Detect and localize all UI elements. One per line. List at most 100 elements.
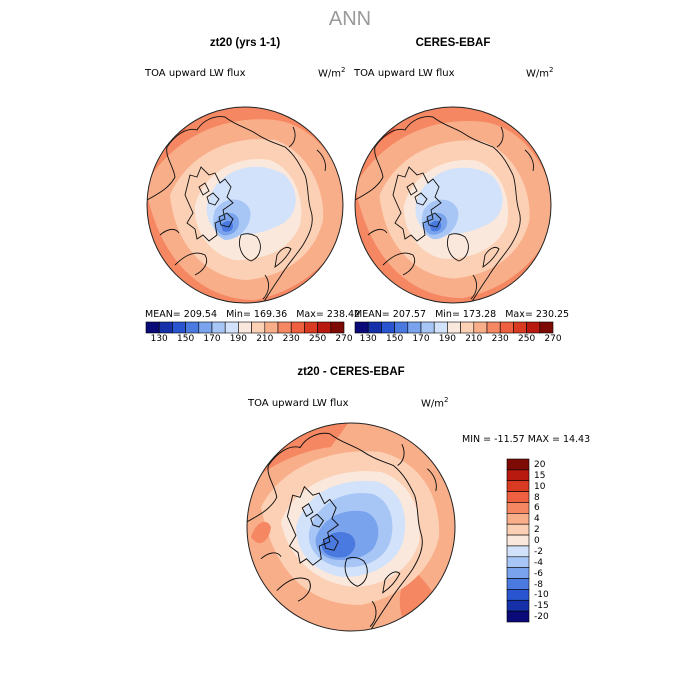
panel1-variable: TOA upward LW flux: [145, 68, 246, 79]
panel3-minmax: MIN = -11.57 MAX = 14.43: [462, 434, 591, 445]
diff-colorbar-swatch: [506, 458, 530, 471]
panel2-colorbar-swatch: [460, 321, 475, 334]
panel3-variable: TOA upward LW flux: [248, 398, 349, 409]
panel2-stats: MEAN= 207.57 Min= 173.28 Max= 230.25: [354, 309, 569, 320]
diff-colorbar: [506, 458, 530, 623]
panel1-colorbar: [145, 321, 345, 334]
panel2-colorbar-swatch: [433, 321, 448, 334]
panel2-units: W/m2: [526, 66, 554, 80]
panel1-colorbar-swatch: [304, 321, 318, 334]
diff-colorbar-swatch: [506, 545, 530, 558]
panel1-map: [146, 106, 344, 304]
diff-colorbar-swatch: [506, 578, 530, 590]
panel2-colorbar-swatch: [539, 321, 554, 334]
diff-colorbar-swatch: [506, 502, 530, 514]
diff-colorbar-tick-label: 20: [534, 460, 546, 470]
panel3-title: zt20 - CERES-EBAF: [297, 366, 405, 378]
panel3-units: W/m2: [421, 396, 449, 410]
panel2-map: [354, 106, 552, 304]
diff-colorbar-tick-label: -6: [534, 568, 543, 579]
panel2-colorbar-swatch: [420, 321, 435, 334]
diff-colorbar-tick-label: 6: [534, 503, 540, 514]
diff-colorbar-swatch: [506, 513, 530, 525]
panel2-colorbar-tick-label: 170: [412, 334, 430, 344]
diff-colorbar-swatch: [506, 610, 530, 623]
diff-colorbar-tick-label: 10: [534, 481, 546, 492]
panel2-max: Max= 230.25: [505, 309, 570, 320]
page-title: ANN: [328, 8, 372, 30]
diff-colorbar-swatch: [506, 534, 530, 547]
panel1-colorbar-swatch: [317, 321, 332, 334]
diff-colorbar-tick-label: -2: [534, 546, 543, 557]
panel2-colorbar-swatch: [499, 321, 514, 334]
panel1-colorbar-swatch: [264, 321, 279, 334]
panel2-mean: MEAN= 207.57: [354, 309, 427, 320]
diff-colorbar-tick-label: -4: [534, 557, 543, 568]
panel2-colorbar-tick-label: 210: [465, 334, 483, 344]
panel1-colorbar-tick-label: 270: [335, 334, 353, 344]
panel1-colorbar-swatch: [277, 321, 292, 334]
panel1-colorbar-tick-label: 130: [150, 334, 168, 344]
panel2-colorbar-swatch: [354, 321, 369, 334]
panel2-variable: TOA upward LW flux: [354, 68, 455, 79]
panel3-map: [246, 422, 456, 632]
panel1-colorbar-swatch: [224, 321, 239, 334]
panel2-colorbar-tick-label: 150: [386, 334, 404, 344]
panel2-colorbar: [354, 321, 554, 334]
panel1-colorbar-tick-label: 210: [256, 334, 274, 344]
panel2-colorbar-tick-label: 250: [518, 334, 536, 344]
panel1-colorbar-swatch: [185, 321, 200, 334]
panel2-title: CERES-EBAF: [415, 37, 491, 49]
panel2-colorbar-tick-label: 270: [544, 334, 562, 344]
diff-colorbar-tick-label: -8: [534, 579, 543, 590]
panel2-colorbar-swatch: [367, 321, 382, 334]
diff-colorbar-tick-label: 8: [534, 492, 540, 503]
diff-colorbar-tick-label: 0: [534, 536, 540, 547]
diff-colorbar-swatch: [506, 589, 530, 601]
panel1-title: zt20 (yrs 1-1): [209, 37, 281, 49]
diff-colorbar-swatch: [506, 480, 530, 492]
diff-colorbar-tick-label: 15: [534, 470, 546, 481]
panel2-colorbar-tick-label: 230: [491, 334, 509, 344]
panel1-colorbar-swatch: [238, 321, 252, 334]
panel2-colorbar-tick-label: 130: [359, 334, 377, 344]
panel1-colorbar-swatch: [172, 321, 186, 334]
panel2-colorbar-tick-label: 190: [438, 334, 456, 344]
diff-colorbar-tick-label: -20: [534, 612, 549, 623]
panel2-colorbar-swatch: [394, 321, 409, 334]
panel1-colorbar-swatch: [290, 321, 305, 334]
panel1-colorbar-swatch: [330, 321, 345, 334]
panel1-colorbar-swatch: [158, 321, 173, 334]
panel2-colorbar-swatch: [473, 321, 488, 334]
panel1-max: Max= 238.42: [296, 309, 361, 320]
panel1-colorbar-swatch: [251, 321, 266, 334]
diff-colorbar-tick-label: 2: [534, 525, 540, 536]
diff-colorbar-swatch: [506, 556, 530, 568]
panel1-stats: MEAN= 209.54 Min= 169.36 Max= 238.42: [145, 309, 360, 320]
diff-colorbar-tick-label: -15: [534, 601, 549, 612]
panel2-colorbar-swatch: [486, 321, 501, 334]
panel2-colorbar-swatch: [526, 321, 541, 334]
panel1-mean: MEAN= 209.54: [145, 309, 218, 320]
panel2-colorbar-swatch: [407, 321, 422, 334]
diff-colorbar-swatch: [506, 599, 530, 612]
panel1-colorbar-tick-label: 230: [282, 334, 300, 344]
panel2-colorbar-swatch: [513, 321, 527, 334]
diff-colorbar-swatch: [506, 491, 530, 503]
panel1-colorbar-swatch: [211, 321, 226, 334]
diff-colorbar-tick-label: -10: [534, 590, 549, 601]
panel1-colorbar-tick-label: 170: [203, 334, 221, 344]
panel2-colorbar-swatch: [447, 321, 461, 334]
diff-colorbar-swatch: [506, 523, 530, 536]
panel1-colorbar-tick-label: 190: [229, 334, 247, 344]
panel1-colorbar-tick-label: 250: [309, 334, 327, 344]
panel1-min: Min= 169.36: [226, 309, 288, 320]
panel2-min: Min= 173.28: [435, 309, 497, 320]
panel2-colorbar-swatch: [381, 321, 395, 334]
diff-colorbar-tick-label: 4: [534, 514, 540, 525]
panel1-colorbar-tick-label: 150: [177, 334, 195, 344]
diff-colorbar-swatch: [506, 469, 530, 482]
panel1-colorbar-swatch: [145, 321, 160, 334]
panel1-units: W/m2: [318, 66, 346, 80]
